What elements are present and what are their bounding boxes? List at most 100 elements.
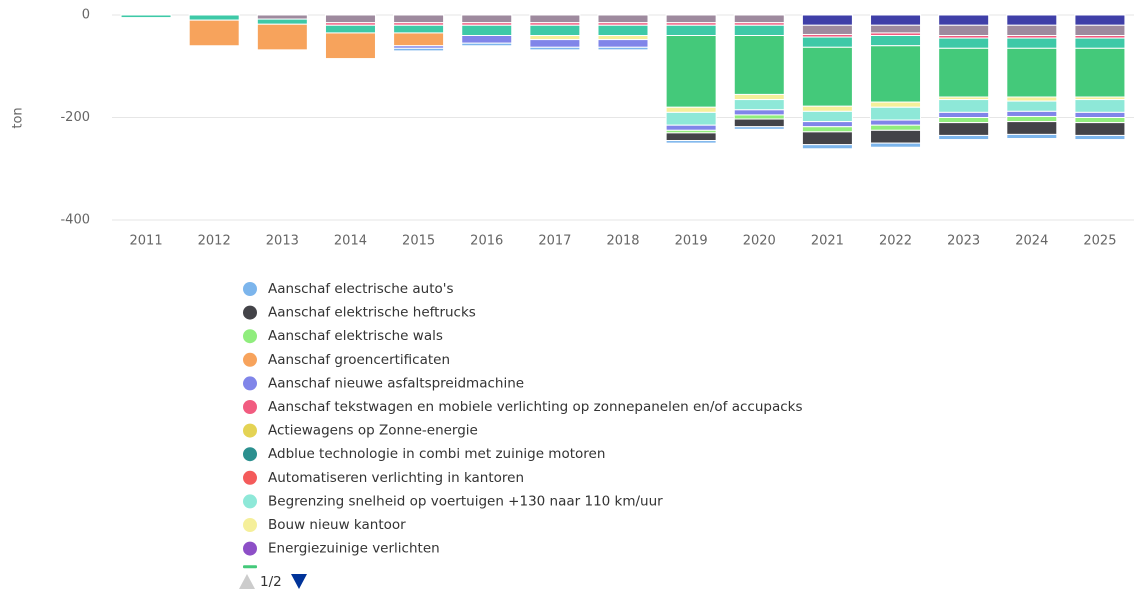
bar-segment bbox=[1006, 96, 1058, 102]
bar-segment bbox=[801, 144, 853, 150]
bar-segment bbox=[188, 14, 240, 21]
bar-segment bbox=[461, 14, 513, 24]
x-tick-label: 2015 bbox=[402, 234, 435, 249]
bar-segment bbox=[733, 35, 785, 95]
bar-segment bbox=[938, 99, 990, 113]
legend-label: Adblue technologie in combi met zuinige … bbox=[268, 446, 605, 462]
y-tick-label: 0 bbox=[82, 8, 90, 23]
bar-segment bbox=[1074, 14, 1126, 26]
bar-segment bbox=[1006, 47, 1058, 98]
bar-segment bbox=[733, 14, 785, 24]
legend-label: Aanschaf nieuwe asfaltspreidmachine bbox=[268, 375, 524, 391]
legend-label: Aanschaf elektrische wals bbox=[268, 328, 443, 344]
x-tick-label: 2024 bbox=[1015, 234, 1048, 249]
bar-segment bbox=[1006, 121, 1058, 135]
bar-segment bbox=[733, 109, 785, 116]
bar-segment bbox=[665, 106, 717, 113]
bar-segment bbox=[393, 14, 445, 24]
bar-segment bbox=[870, 129, 922, 144]
bar-segment bbox=[733, 99, 785, 111]
bar-segment bbox=[529, 24, 581, 36]
bar-segment bbox=[938, 24, 990, 36]
bar-segment bbox=[1074, 99, 1126, 113]
legend-page: 1/2 bbox=[260, 574, 282, 590]
bar-segment bbox=[801, 126, 853, 133]
bar-segment bbox=[733, 114, 785, 120]
x-tick-label: 2020 bbox=[743, 234, 776, 249]
legend-marker bbox=[243, 400, 257, 414]
bar-segment bbox=[1006, 14, 1058, 26]
bar-segment bbox=[1006, 100, 1058, 112]
x-tick-label: 2025 bbox=[1083, 234, 1116, 249]
bar-segment bbox=[324, 32, 376, 60]
legend-overflow bbox=[243, 565, 257, 569]
bar-segment bbox=[665, 111, 717, 126]
bar-segment bbox=[938, 134, 990, 141]
bar-segment bbox=[393, 24, 445, 34]
bar-segment bbox=[529, 39, 581, 48]
x-tick-label: 2013 bbox=[266, 234, 299, 249]
bar-segment bbox=[324, 24, 376, 34]
legend-label: Automatiseren verlichting in kantoren bbox=[268, 470, 524, 486]
bar-segment bbox=[801, 121, 853, 128]
bar-segment bbox=[801, 46, 853, 107]
legend-label: Actiewagens op Zonne-energie bbox=[268, 423, 478, 439]
bar-segment bbox=[597, 24, 649, 36]
bar-segment bbox=[461, 35, 513, 44]
bar-segment bbox=[733, 126, 785, 130]
legend-marker bbox=[243, 352, 257, 367]
y-tick-label: -200 bbox=[60, 110, 90, 125]
bar-segment bbox=[733, 118, 785, 128]
y-axis-label: ton bbox=[11, 107, 26, 128]
bar-segment bbox=[1006, 115, 1058, 123]
legend-marker bbox=[243, 470, 257, 485]
y-tick-label: -400 bbox=[60, 213, 90, 228]
bar-segment bbox=[801, 105, 853, 112]
legend-marker bbox=[243, 541, 257, 556]
legend-marker bbox=[243, 518, 257, 532]
bar-segment bbox=[665, 14, 717, 24]
bar-segment bbox=[393, 47, 445, 52]
bar-segment bbox=[938, 14, 990, 26]
legend-label: Bouw nieuw kantoor bbox=[268, 517, 406, 533]
bar-segment bbox=[938, 37, 990, 49]
bar-segment bbox=[529, 46, 581, 51]
legend-marker bbox=[243, 305, 257, 320]
bar-segment bbox=[120, 14, 172, 19]
bar-segment bbox=[870, 106, 922, 121]
legend-label: Energiezuinige verlichten bbox=[268, 541, 440, 557]
bar-segment bbox=[938, 111, 990, 118]
bar-segment bbox=[870, 119, 922, 126]
bar-segment bbox=[597, 35, 649, 41]
legend-label: Aanschaf groencertificaten bbox=[268, 352, 450, 368]
bar-segment bbox=[665, 124, 717, 131]
bar-segment bbox=[870, 14, 922, 26]
bar-segment bbox=[461, 42, 513, 47]
bar-segment bbox=[393, 32, 445, 47]
legend-prev bbox=[239, 574, 255, 589]
bar-segment bbox=[461, 24, 513, 36]
bar-segment bbox=[597, 39, 649, 48]
bar-segment bbox=[665, 24, 717, 36]
x-tick-label: 2022 bbox=[879, 234, 912, 249]
bar-segment bbox=[256, 18, 308, 25]
bar-segment bbox=[938, 117, 990, 124]
bar-segment bbox=[256, 14, 308, 20]
bar-segment bbox=[597, 46, 649, 51]
x-tick-label: 2021 bbox=[811, 234, 844, 249]
legend-next[interactable] bbox=[291, 574, 307, 589]
bar-segment bbox=[1074, 37, 1126, 49]
bar-segment bbox=[870, 142, 922, 148]
bar-segment bbox=[665, 132, 717, 142]
legend-label: Begrenzing snelheid op voertuigen +130 n… bbox=[268, 493, 663, 509]
bar-segment bbox=[1006, 110, 1058, 117]
x-tick-label: 2011 bbox=[130, 234, 163, 249]
legend-marker bbox=[243, 447, 257, 462]
legend-marker bbox=[243, 494, 257, 509]
bar-segment bbox=[938, 122, 990, 136]
bar-segment bbox=[665, 140, 717, 144]
bar-segment bbox=[324, 14, 376, 24]
bar-segment bbox=[938, 47, 990, 98]
bar-segment bbox=[801, 24, 853, 35]
